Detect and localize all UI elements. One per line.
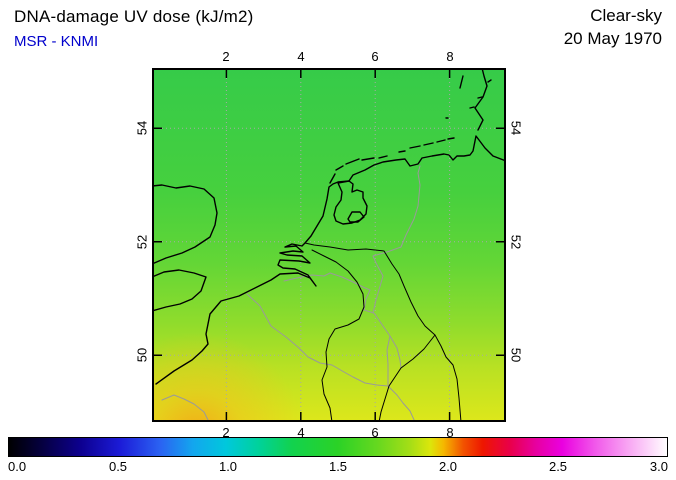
wadden-islands <box>329 75 492 184</box>
lon-tick-label-bottom: 8 <box>446 425 454 440</box>
lat-tick-label-right: 50 <box>508 347 524 363</box>
river-meuse <box>311 249 365 422</box>
colorbar-tick-label: 1.0 <box>218 459 238 474</box>
lon-tick-label-top: 6 <box>371 49 379 64</box>
border-fr-be-de <box>246 293 416 422</box>
lon-tick-label-top: 8 <box>446 49 454 64</box>
river-rhine <box>304 242 462 422</box>
lat-tick-label-left: 54 <box>134 120 150 136</box>
border-lu-de <box>389 335 402 369</box>
map-canvas <box>152 68 506 422</box>
lon-tick-label-top: 2 <box>222 49 230 64</box>
uv-field-hotspot <box>153 69 505 421</box>
lat-tick-label-left: 50 <box>134 347 150 363</box>
colorbar-tick-label: 0.0 <box>8 459 27 474</box>
river-moselle <box>378 334 436 422</box>
rivers <box>304 242 462 422</box>
coast-england-eastanglia <box>152 184 218 265</box>
colorbar-tick-label: 2.5 <box>548 459 568 474</box>
lon-tick-label-bottom: 2 <box>222 425 230 440</box>
coast-flevoland <box>347 211 365 223</box>
coast-schleswig <box>474 68 488 131</box>
colorbar <box>8 437 668 457</box>
coast-continental <box>155 135 506 385</box>
lon-tick-label-top: 4 <box>297 49 305 64</box>
colorbar-tick-label: 2.0 <box>438 459 458 474</box>
coastlines <box>152 68 506 385</box>
axis-ticks <box>154 70 504 420</box>
page-title: DNA-damage UV dose (kJ/m2) <box>14 7 254 26</box>
lat-tick-label-left: 52 <box>134 234 150 250</box>
map-frame <box>152 68 506 422</box>
border-nl-de <box>372 165 421 314</box>
lon-tick-label-bottom: 6 <box>371 425 379 440</box>
lat-tick-label-right: 52 <box>508 234 524 250</box>
colorbar-tick-label: 3.0 <box>649 459 668 474</box>
product-label: MSR - KNMI <box>14 33 99 50</box>
colorbar-tick-label: 0.5 <box>108 459 128 474</box>
lon-tick-label-bottom: 4 <box>297 425 305 440</box>
condition-label: Clear-sky <box>590 6 662 25</box>
date-label: 20 May 1970 <box>563 29 662 48</box>
river-seine <box>161 394 210 422</box>
colorbar-tick-label: 1.5 <box>328 459 348 474</box>
colorbar-gradient <box>8 437 668 457</box>
lat-tick-label-right: 54 <box>508 120 524 136</box>
coast-england-kent <box>152 269 207 312</box>
